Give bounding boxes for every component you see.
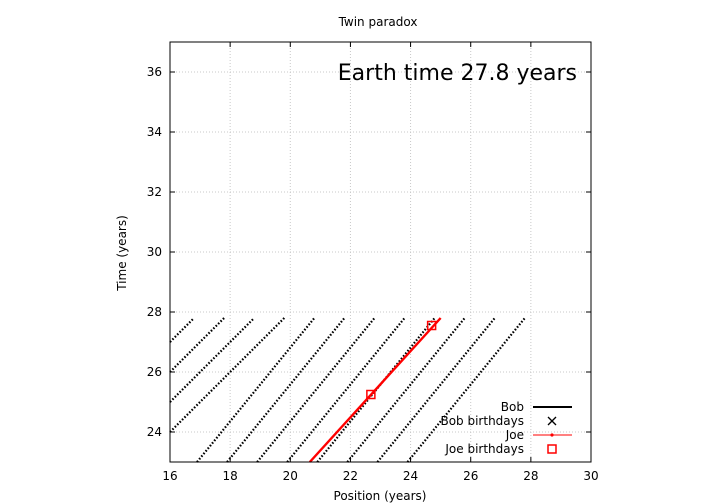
y-tick-label: 32 [147, 185, 162, 199]
y-tick-label: 24 [147, 425, 162, 439]
legend-label: Joe [505, 428, 524, 442]
y-tick-label: 30 [147, 245, 162, 259]
bob-worldline [376, 317, 496, 463]
y-axis-ticks: 24 26 28 30 32 34 36 [147, 65, 591, 439]
x-axis-label: Position (years) [334, 489, 427, 503]
y-axis-label: Time (years) [115, 215, 129, 292]
x-tick-label: 24 [403, 469, 418, 483]
bob-worldline [346, 317, 466, 463]
bob-worldline [256, 317, 376, 463]
legend-bob-birthdays-swatch [547, 416, 557, 426]
bob-worldline [169, 317, 195, 343]
x-tick-label: 22 [343, 469, 358, 483]
y-tick-label: 34 [147, 125, 162, 139]
bob-worldline [226, 317, 346, 463]
bob-worldline [196, 317, 316, 463]
bob-worldline [286, 317, 406, 463]
joe-birthday-marker [366, 389, 376, 400]
grid-lines [170, 42, 591, 462]
bob-worldline [406, 317, 526, 463]
bob-worldlines [169, 317, 526, 463]
y-tick-label: 26 [147, 365, 162, 379]
legend-label: Bob birthdays [440, 414, 524, 428]
y-tick-label: 36 [147, 65, 162, 79]
legend-label: Bob [501, 400, 524, 414]
y-tick-label: 28 [147, 305, 162, 319]
x-tick-label: 16 [162, 469, 177, 483]
plot-frame [169, 41, 592, 463]
legend-joe-birthdays-swatch [547, 444, 557, 454]
joe-worldline [308, 317, 442, 463]
bob-worldline [169, 317, 255, 403]
x-tick-label: 18 [223, 469, 238, 483]
legend-label: Joe birthdays [444, 442, 524, 456]
legend-joe-swatch-dot [550, 433, 554, 437]
bob-worldline [169, 317, 225, 373]
x-tick-label: 28 [523, 469, 538, 483]
x-axis-ticks: 16 18 20 22 24 26 28 30 [162, 42, 599, 483]
x-tick-label: 30 [583, 469, 598, 483]
bob-worldline [169, 317, 286, 433]
earth-time-annotation: Earth time 27.8 years [338, 61, 577, 86]
chart-title: Twin paradox [338, 15, 418, 29]
x-tick-label: 20 [283, 469, 298, 483]
x-tick-label: 26 [463, 469, 478, 483]
joe-birthday-marker [426, 320, 437, 331]
